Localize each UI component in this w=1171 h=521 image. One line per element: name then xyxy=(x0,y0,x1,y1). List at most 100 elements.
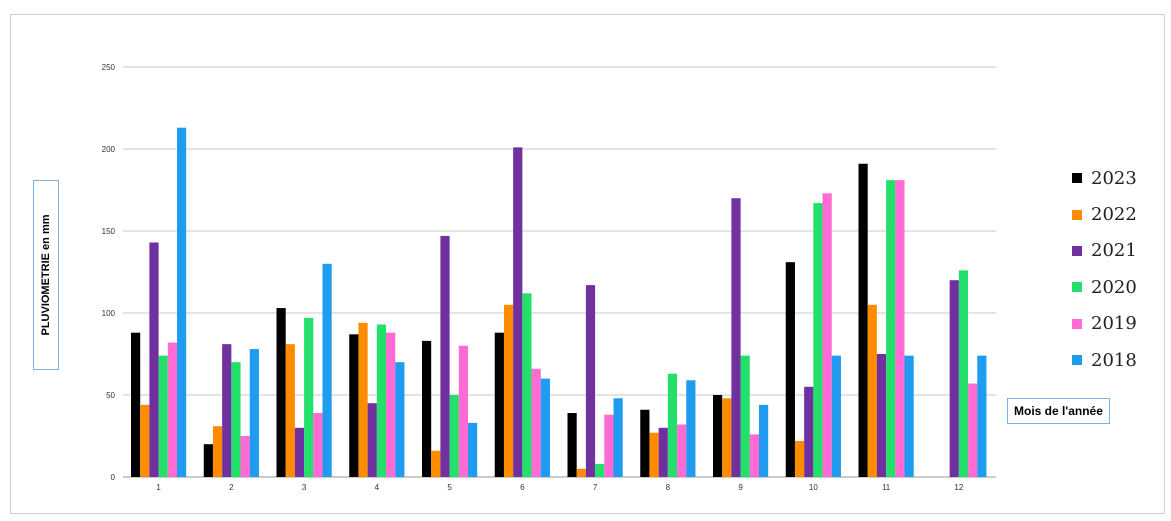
legend-label: 2020 xyxy=(1091,276,1137,298)
bar-2022-month-4 xyxy=(358,322,368,477)
bar-2022-month-10 xyxy=(794,440,805,477)
bar-2020-month-4 xyxy=(376,324,387,477)
bar-2019-month-1 xyxy=(167,342,177,477)
legend-label: 2019 xyxy=(1091,313,1137,335)
x-tick-label: 1 xyxy=(156,483,161,492)
bar-2023-month-7 xyxy=(567,413,577,477)
bar-2019-month-4 xyxy=(386,332,396,477)
legend-item-2018: 2018 xyxy=(1072,342,1137,378)
legend-label: 2022 xyxy=(1091,204,1137,226)
bar-2020-month-1 xyxy=(158,355,168,477)
x-tick-label: 12 xyxy=(954,483,963,492)
y-tick-label: 0 xyxy=(111,473,116,482)
bar-2020-month-5 xyxy=(449,395,459,477)
bar-2023-month-8 xyxy=(640,409,650,477)
legend-swatch xyxy=(1072,355,1082,366)
y-tick-label: 50 xyxy=(106,391,115,400)
bar-2018-month-1 xyxy=(177,127,187,478)
legend-item-2023: 2023 xyxy=(1072,160,1137,196)
x-tick-label: 8 xyxy=(666,483,671,492)
bar-2023-month-11 xyxy=(858,163,868,477)
bar-2021-month-7 xyxy=(585,285,596,477)
bar-2019-month-6 xyxy=(531,368,541,477)
bar-2021-month-5 xyxy=(440,235,450,477)
x-tick-label: 11 xyxy=(882,483,891,492)
bar-2018-month-4 xyxy=(395,362,405,477)
bar-2018-month-3 xyxy=(322,263,332,477)
x-axis-title: Mois de l'année xyxy=(1007,398,1110,424)
legend-item-2020: 2020 xyxy=(1072,269,1137,305)
bar-2023-month-5 xyxy=(422,340,432,477)
y-axis-title: PLUVIOMETRIE en mm xyxy=(33,180,59,370)
legend-item-2022: 2022 xyxy=(1072,196,1137,232)
bar-2021-month-6 xyxy=(513,147,523,478)
y-tick-label: 150 xyxy=(102,227,116,236)
bar-2021-month-11 xyxy=(876,354,887,477)
bar-2021-month-4 xyxy=(367,403,377,477)
legend-item-2021: 2021 xyxy=(1072,233,1137,269)
y-tick-label: 100 xyxy=(102,309,116,318)
bar-2019-month-10 xyxy=(822,193,832,477)
x-tick-labels: 1 2 3 4 5 6 7 8 9 10 11 12 xyxy=(156,483,963,492)
bar-2020-month-7 xyxy=(595,463,605,477)
bar-2022-month-9 xyxy=(722,398,732,477)
bar-2021-month-2 xyxy=(222,344,232,477)
bar-2020-month-9 xyxy=(740,355,750,477)
bar-2023-month-2 xyxy=(203,444,213,477)
bar-2021-month-1 xyxy=(149,242,159,477)
bar-2018-month-8 xyxy=(686,380,696,477)
legend-label: 2018 xyxy=(1091,349,1137,371)
bar-2021-month-3 xyxy=(294,427,305,477)
x-tick-label: 7 xyxy=(593,483,598,492)
bar-2018-month-10 xyxy=(831,355,841,477)
legend-label: 2021 xyxy=(1091,240,1137,262)
y-axis-title-text: PLUVIOMETRIE en mm xyxy=(40,214,52,336)
bar-2019-month-2 xyxy=(240,436,250,477)
y-tick-label: 200 xyxy=(102,145,116,154)
y-tick-labels: 0 50 100 150 200 250 xyxy=(102,63,116,482)
legend: 2023 2022 2021 2020 2019 2018 xyxy=(1072,160,1137,378)
bar-2018-month-6 xyxy=(540,378,550,477)
bar-2018-month-5 xyxy=(468,422,478,477)
legend-swatch xyxy=(1072,209,1082,220)
bar-2022-month-7 xyxy=(576,468,586,477)
bar-2019-month-5 xyxy=(458,345,468,477)
bar-2023-month-9 xyxy=(713,395,723,477)
bar-2020-month-12 xyxy=(958,270,969,477)
bar-2022-month-11 xyxy=(867,304,877,477)
bar-2018-month-9 xyxy=(759,404,769,477)
bar-2019-month-11 xyxy=(895,180,905,477)
bar-2022-month-3 xyxy=(285,344,295,477)
bar-2020-month-10 xyxy=(813,203,823,477)
bar-2023-month-3 xyxy=(276,308,286,477)
legend-swatch xyxy=(1072,173,1082,184)
bars xyxy=(131,127,987,478)
bar-2019-month-12 xyxy=(968,383,978,477)
grid-lines xyxy=(123,66,996,478)
bar-2022-month-8 xyxy=(649,432,659,477)
legend-swatch xyxy=(1072,282,1082,293)
x-tick-label: 6 xyxy=(520,483,525,492)
bar-2020-month-11 xyxy=(886,180,896,477)
bar-2020-month-3 xyxy=(304,317,314,477)
x-tick-label: 5 xyxy=(447,483,452,492)
bar-2023-month-10 xyxy=(785,262,795,477)
bar-2023-month-4 xyxy=(349,334,359,477)
bar-2020-month-2 xyxy=(231,362,241,477)
bar-2022-month-1 xyxy=(140,404,150,477)
x-tick-label: 10 xyxy=(809,483,818,492)
bar-2018-month-11 xyxy=(904,355,914,477)
legend-swatch xyxy=(1072,245,1082,256)
bar-2022-month-2 xyxy=(212,426,223,477)
bar-2019-month-3 xyxy=(313,413,323,477)
bar-2020-month-8 xyxy=(667,373,678,477)
bar-2019-month-9 xyxy=(749,434,759,477)
bar-2023-month-1 xyxy=(131,332,141,477)
y-tick-label: 250 xyxy=(102,63,116,72)
x-tick-label: 4 xyxy=(375,483,380,492)
x-tick-label: 2 xyxy=(229,483,234,492)
legend-item-2019: 2019 xyxy=(1072,306,1137,342)
bar-2021-month-9 xyxy=(731,198,741,477)
legend-label: 2023 xyxy=(1091,167,1137,189)
